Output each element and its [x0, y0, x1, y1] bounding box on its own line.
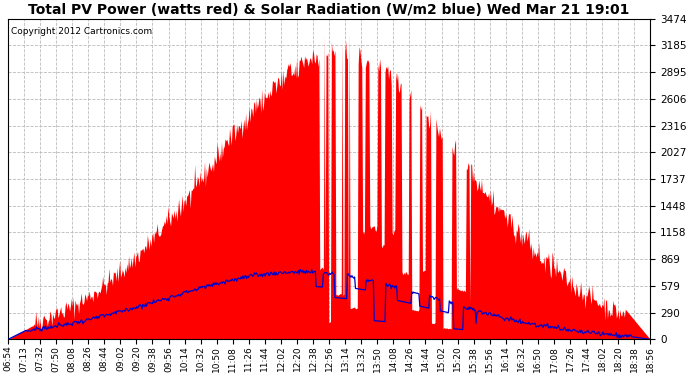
Title: Total PV Power (watts red) & Solar Radiation (W/m2 blue) Wed Mar 21 19:01: Total PV Power (watts red) & Solar Radia… [28, 3, 630, 18]
Text: Copyright 2012 Cartronics.com: Copyright 2012 Cartronics.com [11, 27, 152, 36]
